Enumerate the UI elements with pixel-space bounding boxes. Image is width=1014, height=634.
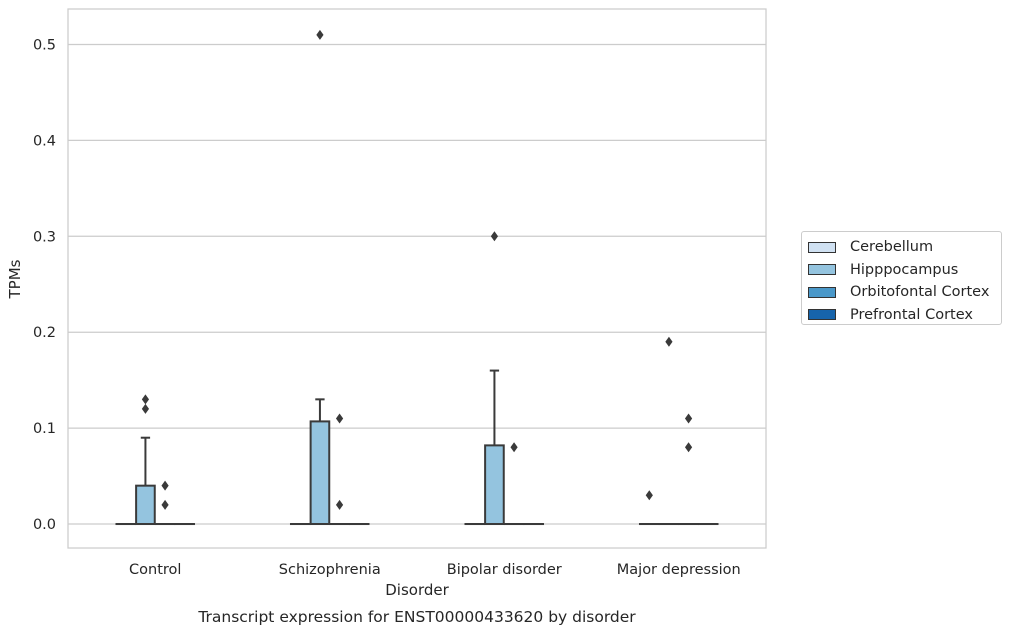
box (309, 420, 331, 526)
y-axis-title: TPMs (6, 259, 24, 299)
outlier-point (316, 29, 324, 40)
x-tick-label: Control (129, 562, 181, 578)
y-tick-label: 0.4 (33, 133, 56, 149)
x-tick-label: Bipolar disorder (447, 562, 562, 578)
outlier-point (490, 231, 499, 242)
legend-label: Hipppocampus (850, 261, 959, 278)
legend-item-prefrontal-cortex: Prefrontal Cortex (808, 304, 1001, 327)
outlier-point (335, 499, 344, 510)
legend-swatch (808, 264, 836, 276)
x-tick-labels: Control Schizophrenia Bipolar disorder Majo… (129, 562, 741, 578)
legend-label: Prefrontal Cortex (850, 306, 973, 323)
y-tick-label: 0.3 (33, 229, 56, 245)
x-tick-label: Schizophrenia (279, 562, 381, 578)
outlier-point (141, 394, 150, 405)
legend-label: Cerebellum (850, 239, 934, 256)
chart-caption: Transcript expression for ENST0000043362… (197, 608, 636, 626)
outlier-point (684, 442, 693, 453)
y-tick-label: 0.0 (33, 517, 56, 533)
outlier-point (684, 413, 693, 424)
legend-swatch (808, 309, 836, 321)
y-tick-label: 0.1 (33, 421, 56, 437)
outliers (141, 29, 693, 510)
y-tick-label: 0.5 (33, 37, 56, 53)
legend-swatch (808, 286, 836, 298)
x-tick-label: Major depression (617, 562, 741, 578)
legend: Cerebellum Hipppocampus Orbitofontal Cor… (801, 231, 1002, 325)
outlier-point (161, 499, 169, 510)
outlier-point (665, 336, 673, 347)
legend-swatch (808, 241, 836, 253)
y-tick-labels: 0.0 0.1 0.2 0.3 0.4 0.5 (33, 37, 56, 533)
outlier-point (510, 442, 518, 453)
plot-frame (67, 8, 767, 549)
legend-item-hippocampus: Hipppocampus (808, 259, 1001, 282)
legend-item-cerebellum: Cerebellum (808, 236, 1001, 259)
outlier-point (645, 490, 653, 501)
outlier-point (141, 403, 150, 414)
y-tick-label: 0.2 (33, 325, 56, 341)
x-axis-title: Disorder (385, 581, 449, 599)
outlier-point (161, 480, 169, 491)
legend-label: Orbitofontal Cortex (850, 284, 990, 301)
box (135, 484, 156, 526)
boxes (115, 369, 719, 526)
legend-item-orbitofrontal-cortex: Orbitofontal Cortex (808, 281, 1001, 304)
outlier-point (335, 413, 344, 424)
box (484, 444, 505, 526)
